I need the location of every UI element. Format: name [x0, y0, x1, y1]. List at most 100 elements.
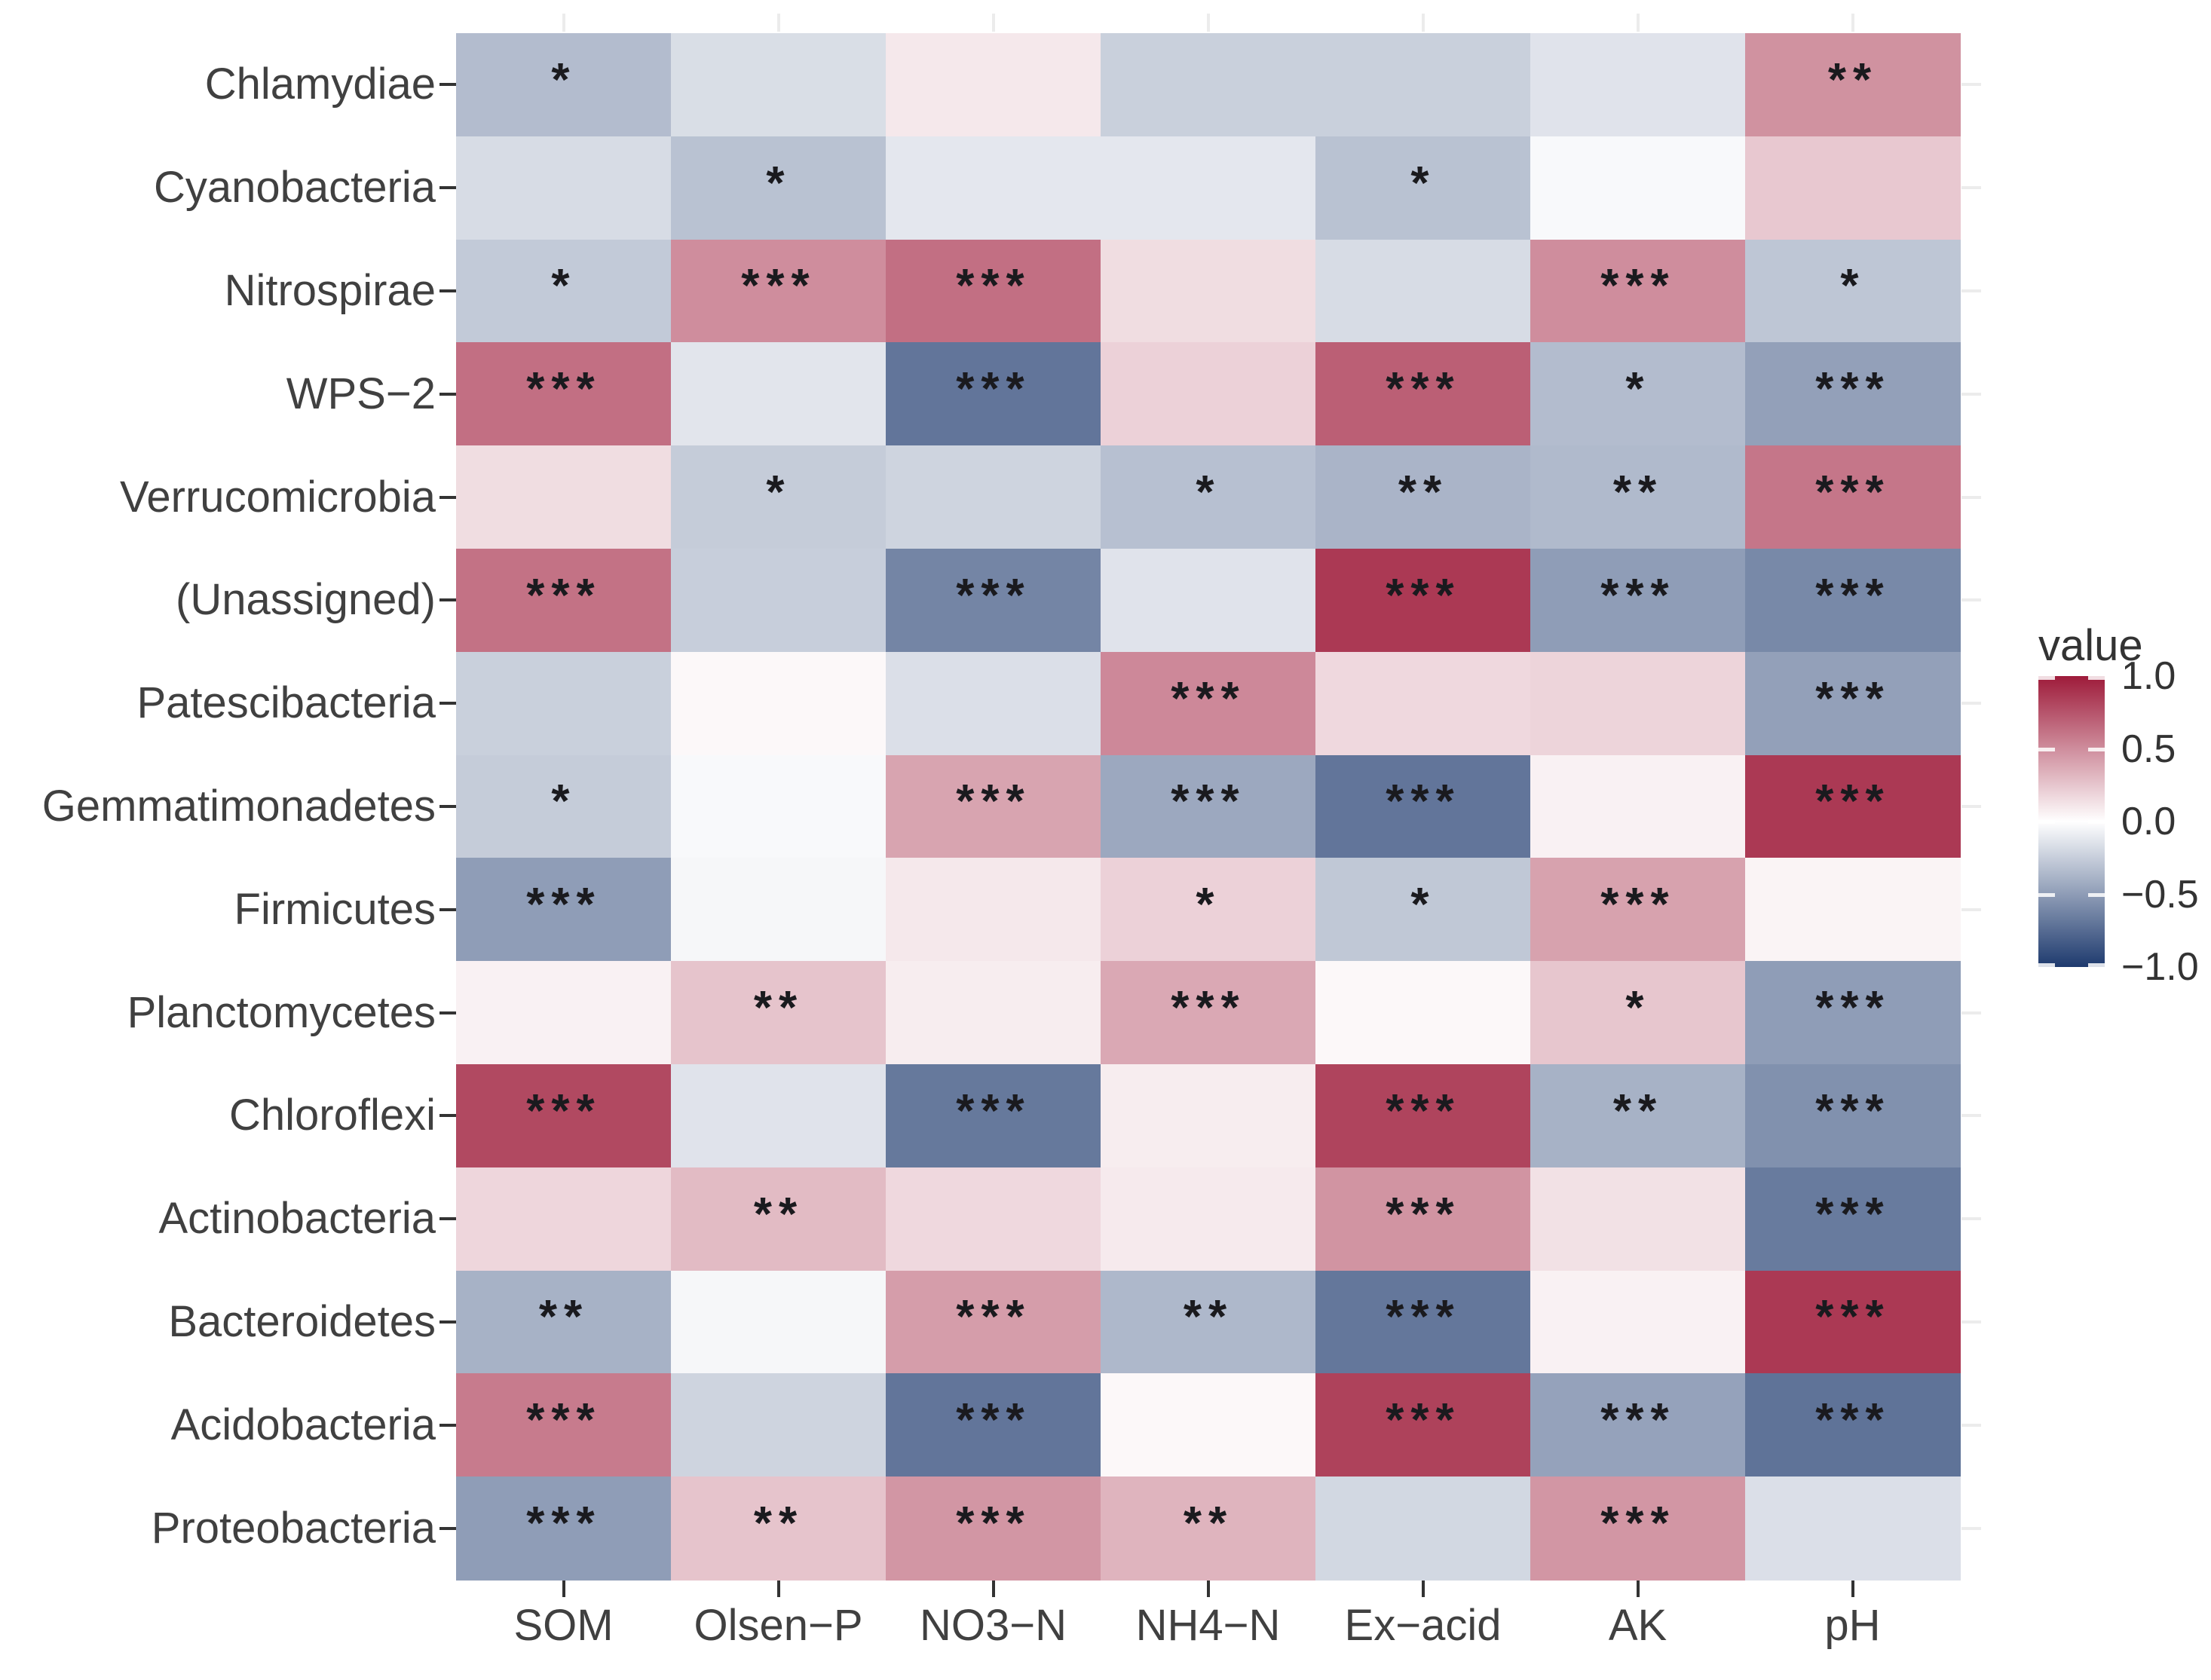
- legend-tick-mark: [2038, 820, 2055, 824]
- y-axis-tick: [439, 702, 456, 705]
- top-faint-tick: [1421, 14, 1425, 32]
- x-axis-tick: [1206, 1581, 1210, 1597]
- top-faint-tick: [1636, 14, 1640, 32]
- y-axis-tick: [439, 1526, 456, 1530]
- right-faint-tick: [1961, 1423, 1981, 1427]
- significance-stars: ***: [1815, 981, 1891, 1034]
- row-label: Acidobacteria: [170, 1400, 436, 1449]
- y-axis-tick: [439, 1423, 456, 1427]
- column-label: NO3−N: [919, 1601, 1067, 1650]
- heatmap-cell: [671, 1373, 887, 1478]
- heatmap-cell: ***: [886, 1270, 1101, 1375]
- significance-stars: *: [766, 157, 792, 210]
- significance-stars: **: [753, 981, 804, 1034]
- heatmap-cell: ***: [1101, 651, 1316, 756]
- significance-stars: *: [551, 260, 577, 313]
- heatmap-cell: ***: [886, 754, 1101, 859]
- significance-stars: *: [1625, 363, 1651, 416]
- heatmap-cell: *: [456, 33, 672, 137]
- heatmap-cell: [886, 445, 1101, 549]
- heatmap-cell: [1101, 549, 1316, 653]
- significance-stars: ***: [526, 363, 602, 416]
- heatmap-cell: *: [1530, 961, 1746, 1065]
- y-axis-tick: [439, 186, 456, 190]
- significance-stars: ***: [1386, 569, 1461, 622]
- heatmap-cell: *: [671, 445, 887, 549]
- y-axis-tick: [439, 392, 456, 396]
- top-faint-tick: [991, 14, 995, 32]
- heatmap-cell: *: [1315, 858, 1531, 962]
- heatmap-cell: [886, 33, 1101, 137]
- heatmap-cell: [1315, 1477, 1531, 1581]
- significance-stars: ***: [1815, 1085, 1891, 1137]
- column-label: AK: [1608, 1601, 1667, 1650]
- heatmap-cell: [886, 961, 1101, 1065]
- significance-stars: *: [1410, 157, 1436, 210]
- legend-tick-mark: [2038, 747, 2055, 751]
- heatmap-cell: [1315, 961, 1531, 1065]
- significance-stars: ***: [1815, 466, 1891, 519]
- significance-stars: ***: [1386, 1394, 1461, 1447]
- significance-stars: ***: [526, 879, 602, 932]
- significance-stars: **: [1183, 1291, 1234, 1344]
- significance-stars: ***: [956, 569, 1031, 622]
- row-label: Verrucomicrobia: [119, 472, 436, 522]
- x-axis-tick: [776, 1581, 780, 1597]
- heatmap-cell: [1530, 754, 1746, 859]
- heatmap-cell: [671, 858, 887, 962]
- x-axis-tick: [562, 1581, 565, 1597]
- heatmap-cell: ***: [1530, 1373, 1746, 1478]
- heatmap-cell: *: [1101, 858, 1316, 962]
- right-faint-tick: [1961, 805, 1981, 808]
- significance-stars: ***: [1815, 363, 1891, 416]
- y-axis-tick: [439, 1217, 456, 1221]
- heatmap-cell: [1530, 33, 1746, 137]
- significance-stars: **: [1398, 466, 1449, 519]
- significance-stars: ***: [1600, 879, 1676, 932]
- right-faint-tick: [1961, 83, 1981, 87]
- legend-tick-label: −1.0: [2121, 945, 2199, 989]
- heatmap-cell: ***: [1745, 549, 1961, 653]
- heatmap-cell: **: [1745, 33, 1961, 137]
- heatmap-cell: ***: [1315, 1167, 1531, 1271]
- significance-stars: **: [1612, 466, 1664, 519]
- heatmap-cell: ***: [886, 549, 1101, 653]
- heatmap-cell: ***: [1745, 1167, 1961, 1271]
- heatmap-cell: [671, 651, 887, 756]
- significance-stars: ***: [741, 260, 816, 313]
- row-label: Firmicutes: [234, 884, 436, 934]
- heatmap-cell: [1101, 342, 1316, 447]
- column-label: pH: [1824, 1601, 1881, 1650]
- significance-stars: **: [1827, 54, 1879, 106]
- heatmap-cell: **: [671, 961, 887, 1065]
- heatmap-cell: **: [1530, 1064, 1746, 1168]
- heatmap-cell: ***: [886, 1064, 1101, 1168]
- legend-tick-mark: [2038, 676, 2055, 680]
- legend-title: value: [2038, 621, 2143, 670]
- row-label: Actinobacteria: [158, 1194, 436, 1244]
- heatmap-cell: ***: [1745, 1270, 1961, 1375]
- y-axis-tick: [439, 598, 456, 602]
- heatmap-cell: ***: [1745, 342, 1961, 447]
- heatmap-cell: [1530, 1167, 1746, 1271]
- significance-stars: ***: [956, 1085, 1031, 1137]
- heatmap-cell: [671, 549, 887, 653]
- heatmap-cell: [671, 754, 887, 859]
- significance-stars: ***: [956, 363, 1031, 416]
- significance-stars: ***: [956, 1394, 1031, 1447]
- row-label: Patescibacteria: [136, 678, 436, 728]
- heatmap-cell: ***: [1745, 1064, 1961, 1168]
- heatmap-cell: *: [671, 136, 887, 240]
- legend-tick-label: 0.5: [2121, 727, 2176, 771]
- heatmap-plot-area: * ** * * * *** *** *** * *** *** *** * *** * * ** ** *** **…: [456, 33, 1961, 1581]
- significance-stars: *: [551, 54, 577, 106]
- heatmap-cell: *: [1530, 342, 1746, 447]
- right-faint-tick: [1961, 495, 1981, 499]
- heatmap-cell: ***: [886, 239, 1101, 344]
- significance-stars: ***: [1386, 1291, 1461, 1344]
- heatmap-cell: [886, 136, 1101, 240]
- x-axis-tick: [991, 1581, 995, 1597]
- heatmap-cell: [456, 136, 672, 240]
- heatmap-cell: ***: [1530, 858, 1746, 962]
